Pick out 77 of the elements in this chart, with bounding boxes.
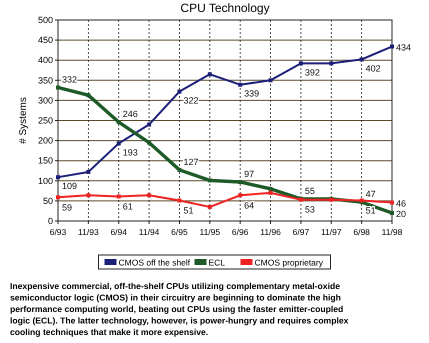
point [298,61,303,66]
data-label: 64 [244,200,254,210]
y-tick-label: 400 [38,55,53,66]
x-tick-label: 6/96 [232,227,249,237]
data-label: 51 [183,206,194,216]
point [238,193,242,198]
point [238,180,242,184]
y-tick-label: 50 [42,196,53,206]
point [147,193,152,198]
y-tick-label: 450 [38,35,53,46]
data-label: 59 [62,202,72,212]
point [390,210,394,215]
point [86,170,90,174]
point [177,90,182,94]
data-label: 339 [244,88,260,99]
data-label: 193 [122,147,138,158]
legend-label: ECL [208,258,226,268]
y-tick-label: 250 [38,116,53,126]
legend-label: CMOS off the shelf [118,258,191,268]
y-axis-title: # Systems [18,97,29,144]
x-tick-label: 11/98 [382,227,403,237]
x-tick-label: 11/94 [138,227,160,237]
point [147,140,152,145]
point [238,82,242,87]
text: Inexpensive commercial, off-the-shelf CPUs utilizing complementary metal-oxide semiconductor logic (CMOS) in their circuitry are beginning to dominate the high performance computing world, beating out CPUs using the faster emitter-coupled logic (ECL). The latter technology, however, is power-hungry and requires complex cooling techniques that make it more expensive. [10,281,349,337]
data-label: 47 [366,189,376,200]
x-tick-label: 11/97 [320,227,342,237]
x-tick-label: 6/95 [171,227,188,237]
data-label: 53 [304,204,315,215]
chart-title: CPU Technology [180,1,270,15]
point [56,86,60,90]
point [208,204,212,209]
data-label: 402 [366,63,381,74]
point [268,78,273,82]
point [56,195,60,200]
y-tick-label: 100 [38,176,53,186]
data-label: 61 [122,201,133,212]
y-tick-label: 300 [38,95,53,106]
point [116,194,121,198]
point [56,175,60,180]
x-tick-label: 6/98 [353,227,370,237]
point [268,186,273,191]
point [86,93,90,98]
point [390,44,394,49]
y-tick-label: 200 [38,136,53,146]
data-label: 51 [366,206,376,216]
y-tick-label: 150 [38,156,53,166]
data-label: 392 [304,67,320,78]
point [208,72,212,76]
y-tick-label: 0 [48,216,53,226]
x-tick-label: 11/96 [260,227,282,237]
x-tick-label: 6/93 [50,227,67,237]
point [86,193,90,198]
point [208,178,212,182]
point [329,61,334,66]
x-tick-label: 11/93 [78,227,99,237]
point [177,198,182,202]
point [177,168,182,172]
x-tick-label: 6/97 [292,227,310,237]
point [268,190,273,195]
y-tick-label: 350 [38,75,53,86]
data-label: 55 [304,186,315,196]
point [116,141,121,146]
point [360,57,364,62]
data-label: 246 [122,109,138,120]
x-tick-label: 6/94 [110,227,128,237]
data-label: 434 [396,42,412,53]
y-tick-label: 500 [38,15,53,25]
point [116,120,121,124]
data-label: 46 [396,198,406,209]
x-tick-label: 11/95 [200,227,220,237]
data-label: 109 [62,181,78,192]
point [147,122,152,127]
data-label: 20 [396,208,406,219]
data-label: 97 [244,169,254,180]
point [390,200,394,205]
legend-label: CMOS proprietary [254,258,324,268]
